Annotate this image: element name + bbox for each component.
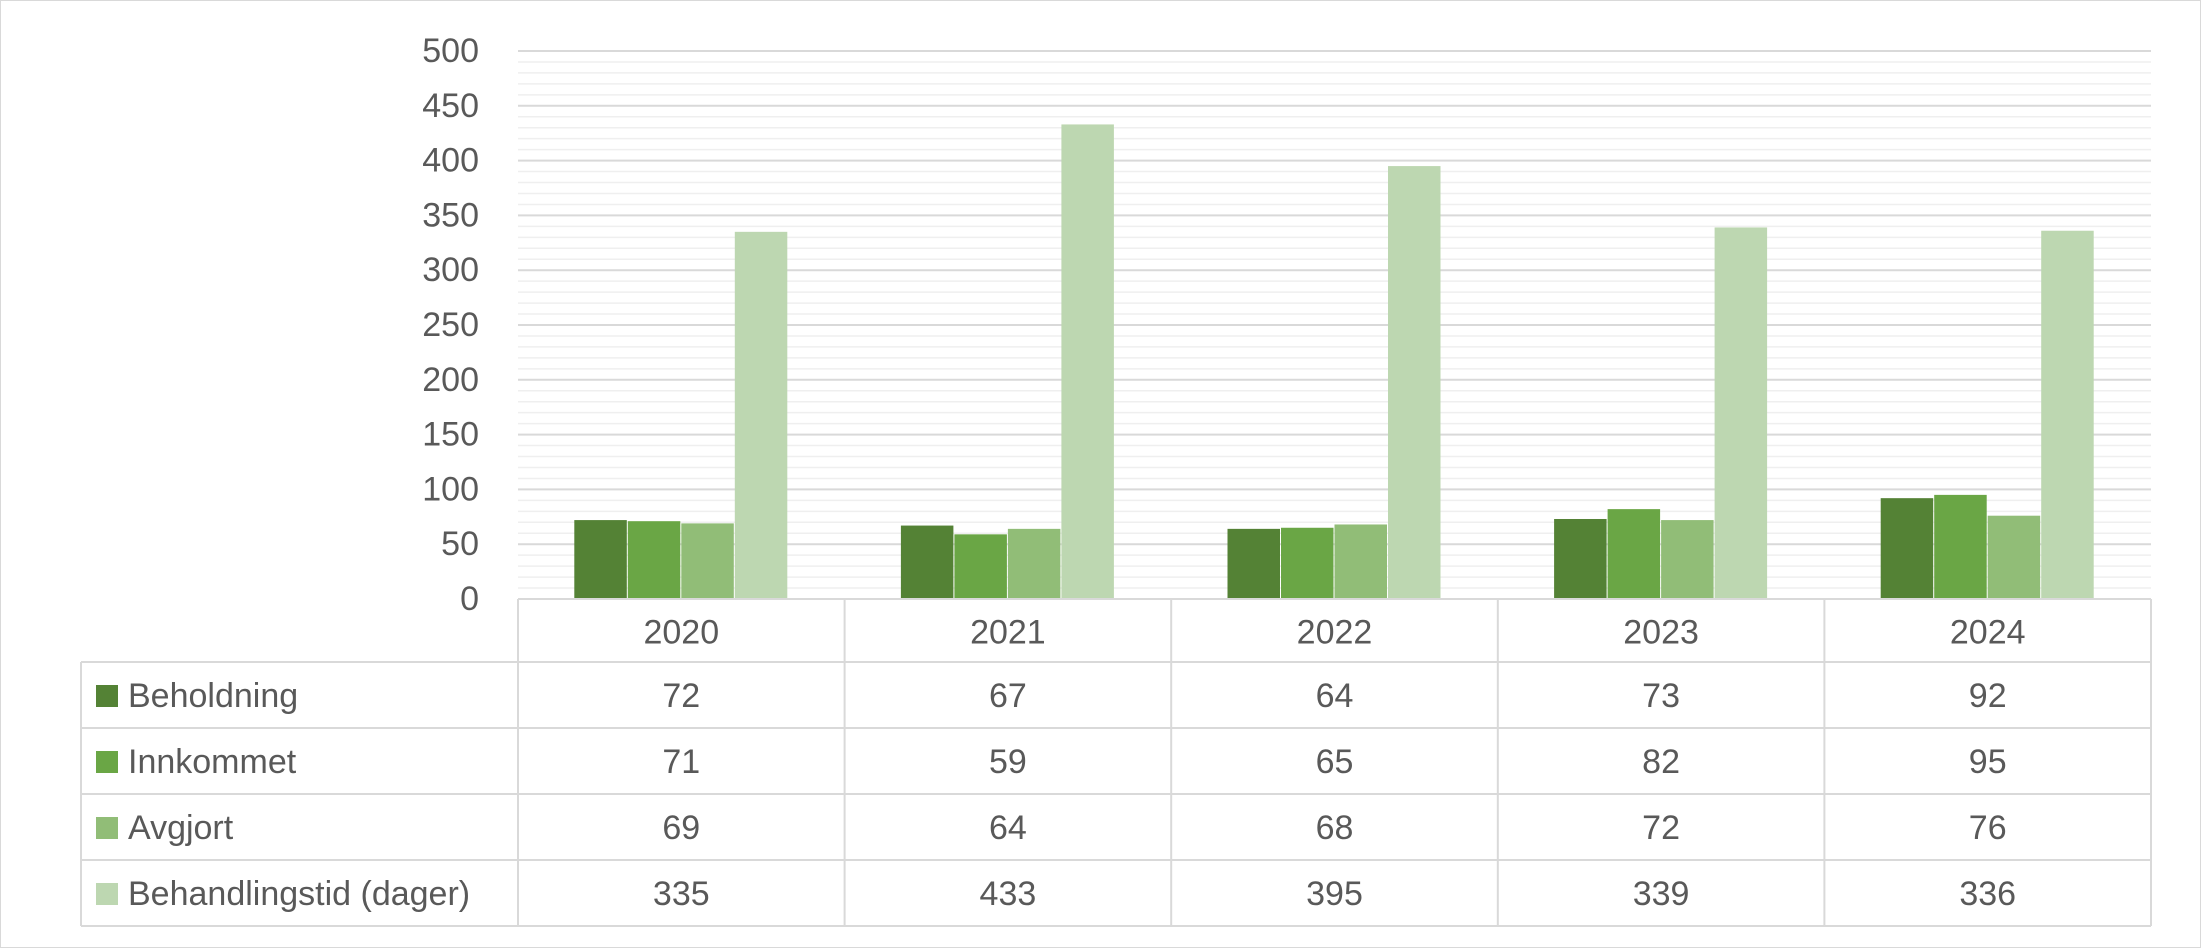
data-label: 67: [989, 677, 1027, 715]
data-label: 339: [1633, 875, 1690, 913]
legend-label: Avgjort: [128, 809, 234, 847]
bar-beholdning-2021: [900, 525, 954, 599]
data-label: 76: [1969, 809, 2007, 847]
category-label-2023: 2023: [1623, 614, 1699, 652]
bar-beholdning-2023: [1554, 518, 1607, 599]
legend-key-avgjort: [96, 817, 118, 839]
data-label: 95: [1969, 743, 2007, 781]
bar-layer: [574, 124, 2094, 599]
bar-innkommet-2021: [954, 534, 1007, 599]
data-label: 71: [662, 743, 700, 781]
y-tick-label: 150: [422, 416, 479, 454]
data-label: 64: [989, 809, 1027, 847]
category-label-2024: 2024: [1950, 614, 2026, 652]
legend-key-behandlingstid: [96, 883, 118, 905]
data-label: 433: [980, 875, 1037, 913]
legend-key-innkommet: [96, 751, 118, 773]
y-tick-label: 250: [422, 306, 479, 344]
data-label: 73: [1642, 677, 1680, 715]
data-label: 395: [1306, 875, 1363, 913]
legend-label: Beholdning: [128, 677, 298, 715]
legend-label: Innkommet: [128, 743, 297, 781]
data-label: 69: [662, 809, 700, 847]
bar-avgjort-2021: [1007, 528, 1061, 599]
y-tick-label: 450: [422, 87, 479, 125]
category-label-2020: 2020: [643, 614, 719, 652]
bar-beholdning-2020: [574, 520, 627, 599]
bar-innkommet-2022: [1281, 527, 1334, 599]
y-tick-label: 400: [422, 142, 479, 180]
y-tick-label: 500: [422, 32, 479, 70]
data-label: 82: [1642, 743, 1680, 781]
y-tick-label: 0: [460, 580, 479, 618]
data-label: 68: [1316, 809, 1354, 847]
data-label: 336: [1959, 875, 2016, 913]
bar-avgjort-2022: [1334, 524, 1387, 599]
bar-behandlingstid-2024: [2041, 230, 2094, 599]
bar-behandlingstid-2023: [1714, 227, 1768, 599]
data-label: 65: [1316, 743, 1354, 781]
bar-avgjort-2020: [681, 523, 734, 599]
legend-key-beholdning: [96, 685, 118, 707]
data-label: 92: [1969, 677, 2007, 715]
bar-behandlingstid-2022: [1388, 166, 1441, 599]
bar-innkommet-2024: [1934, 494, 1987, 599]
category-label-2022: 2022: [1297, 614, 1373, 652]
legend-label: Behandlingstid (dager): [128, 875, 470, 913]
y-tick-label: 200: [422, 361, 479, 399]
bar-innkommet-2020: [627, 521, 681, 599]
bar-behandlingstid-2021: [1061, 124, 1114, 599]
data-label: 59: [989, 743, 1027, 781]
axis-layer: 0 50 100 150 200 250 300 350 400 450 500: [422, 32, 479, 618]
category-label-2021: 2021: [970, 614, 1046, 652]
data-table: 2020 2021 2022 2023 2024 Beholdning 72 67 64 73 92…: [80, 598, 2152, 927]
data-label: 72: [1642, 809, 1680, 847]
bar-beholdning-2024: [1880, 498, 1934, 599]
data-label: 72: [662, 677, 700, 715]
bar-behandlingstid-2020: [734, 231, 788, 599]
y-tick-label: 350: [422, 196, 479, 234]
bar-avgjort-2024: [1987, 515, 2041, 599]
bar-beholdning-2022: [1227, 528, 1280, 599]
bar-innkommet-2023: [1607, 509, 1661, 599]
y-tick-label: 300: [422, 251, 479, 289]
data-label: 64: [1316, 677, 1354, 715]
bar-avgjort-2023: [1661, 520, 1714, 599]
grid-layer: [518, 50, 2151, 589]
data-label: 335: [653, 875, 710, 913]
y-tick-label: 100: [422, 470, 479, 508]
y-tick-label: 50: [441, 525, 479, 563]
